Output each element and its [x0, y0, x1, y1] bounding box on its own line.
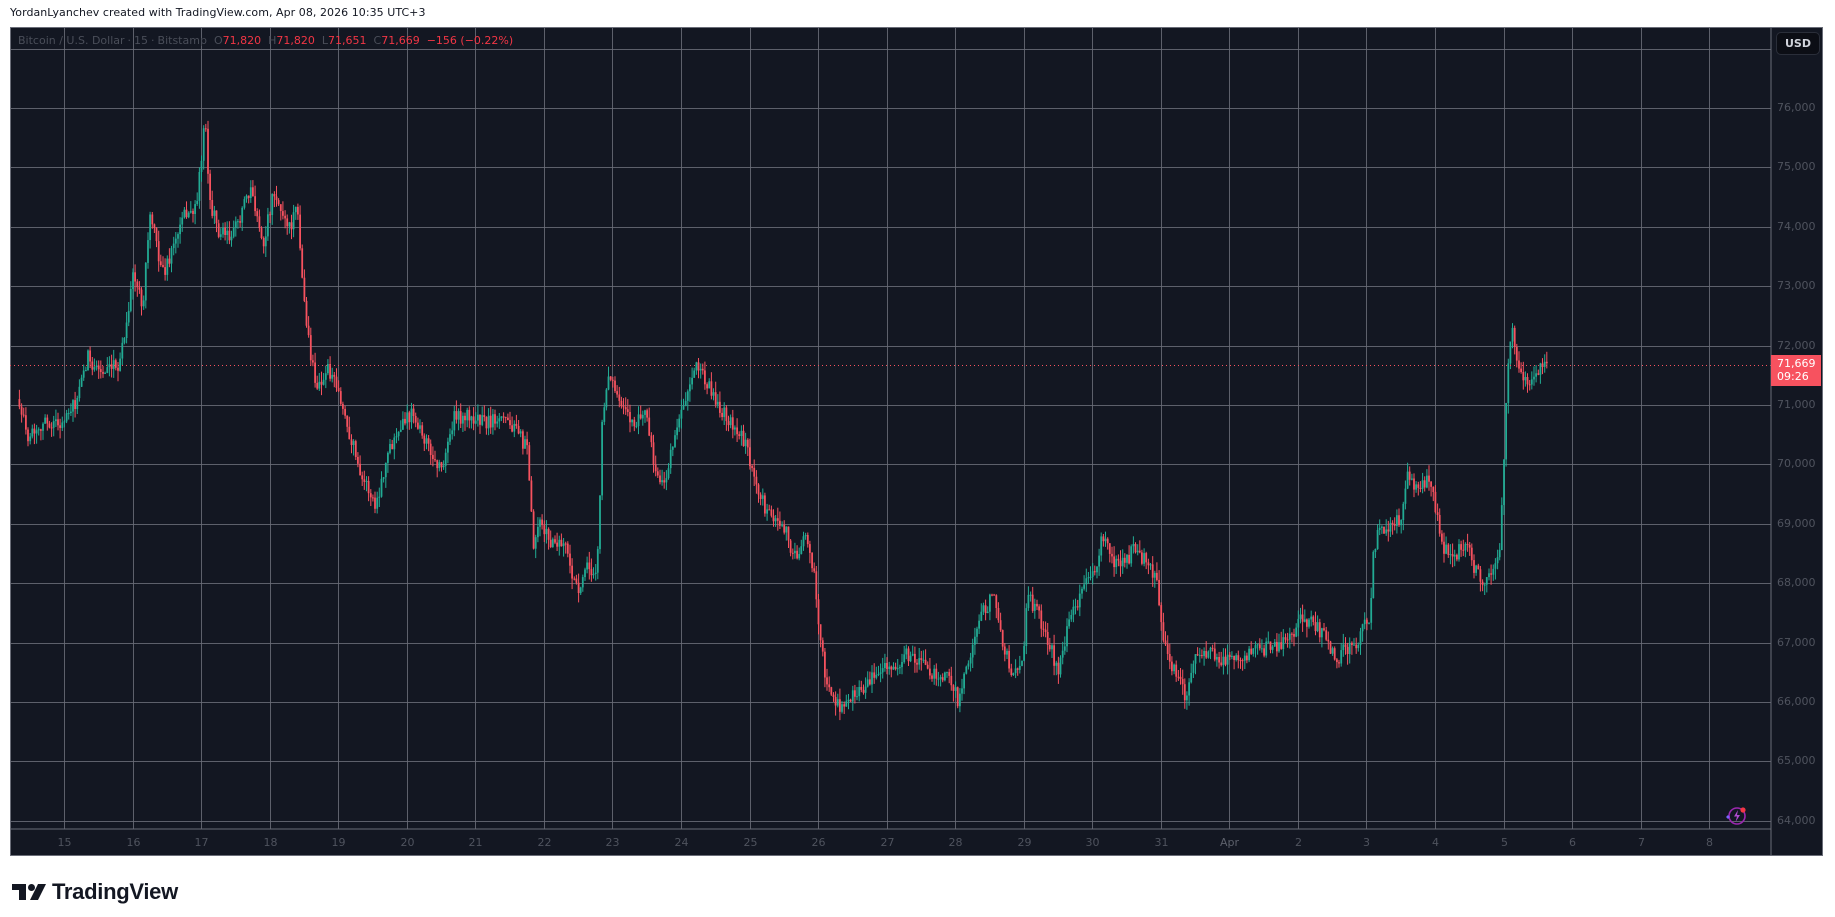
price-chart-canvas[interactable] [10, 27, 1823, 856]
time-axis-label: 28 [948, 836, 963, 849]
alert-badge[interactable] [1722, 804, 1750, 832]
candlestick-series [18, 120, 1548, 721]
time-axis-label: Apr [1219, 836, 1240, 849]
price-axis-label: 65,000 [1777, 754, 1816, 768]
time-axis-label: 6 [1569, 836, 1576, 849]
legend-open: 71,820 [222, 34, 262, 47]
lightning-icon [1726, 807, 1746, 825]
price-axis-label: 68,000 [1777, 576, 1816, 590]
time-axis-label: 7 [1638, 836, 1645, 849]
time-axis-label: 23 [605, 836, 620, 849]
time-axis-label: 3 [1363, 836, 1370, 849]
legend-high-label: H [268, 34, 277, 47]
price-axis-label: 76,000 [1777, 101, 1816, 114]
legend-open-label: O [213, 34, 223, 47]
time-axis-label: 17 [194, 836, 209, 849]
time-axis-label: 24 [674, 836, 689, 849]
time-axis-label: 18 [263, 836, 278, 849]
price-axis-label: 64,000 [1777, 813, 1816, 827]
time-axis-label: 21 [468, 836, 483, 849]
tv-logo-icon [12, 884, 46, 900]
time-axis-label: 20 [400, 836, 415, 849]
time-axis-label: 16 [126, 836, 141, 849]
tradingview-logo[interactable]: TradingView [12, 879, 178, 905]
logo-text: TradingView [52, 879, 178, 904]
time-axis-label: 5 [1501, 836, 1508, 849]
time-axis-label: 2 [1295, 836, 1302, 849]
legend-low-label: L [321, 34, 329, 47]
time-axis-label: 19 [331, 836, 346, 849]
time-axis-label: 30 [1085, 836, 1100, 849]
chart-frame [10, 27, 1823, 856]
price-axis-label: 74,000 [1777, 219, 1816, 233]
legend-high: 71,820 [276, 34, 315, 47]
chart-caption: YordanLyanchev created with TradingView.… [10, 6, 426, 19]
price-axis-label: 70,000 [1777, 457, 1816, 471]
legend-close: 71,669 [381, 34, 420, 47]
symbol-legend[interactable]: Bitcoin / U.S. Dollar · 15 · Bitstamp O71,82… [18, 34, 514, 47]
price-axis-label: 73,000 [1777, 279, 1816, 293]
price-axis-label: 72,000 [1777, 338, 1816, 352]
legend-symbol: Bitcoin / U.S. Dollar [18, 34, 125, 47]
currency-button[interactable]: USD [1776, 32, 1820, 55]
legend-interval: 15 [134, 34, 149, 47]
price-axis-label: 75,000 [1777, 160, 1816, 174]
bar-countdown: 09:26 [1777, 369, 1809, 383]
time-axis-label: 15 [57, 836, 72, 849]
price-axis-label: 66,000 [1777, 695, 1816, 708]
price-axis-label: 67,000 [1777, 635, 1816, 649]
legend-exchange: Bitstamp [157, 34, 207, 47]
last-price-badge: 71,669 09:26 [1771, 354, 1821, 386]
time-axis-label: 22 [537, 836, 552, 849]
time-axis-label: 26 [811, 836, 826, 849]
legend-close-label: C [373, 34, 382, 47]
time-axis-label: 31 [1154, 836, 1169, 849]
legend-low: 71,651 [328, 34, 367, 47]
price-axis-label: 69,000 [1777, 516, 1816, 530]
time-axis-label: 27 [880, 836, 895, 849]
time-axis-label: 25 [743, 836, 758, 849]
last-price-value: 71,669 [1777, 356, 1816, 370]
price-axis-label: 71,000 [1777, 398, 1816, 411]
legend-change: −156 (−0.22%) [426, 34, 514, 47]
time-axis-label: 29 [1017, 836, 1032, 849]
time-axis-label: 8 [1706, 836, 1713, 849]
time-axis-label: 4 [1432, 836, 1439, 849]
